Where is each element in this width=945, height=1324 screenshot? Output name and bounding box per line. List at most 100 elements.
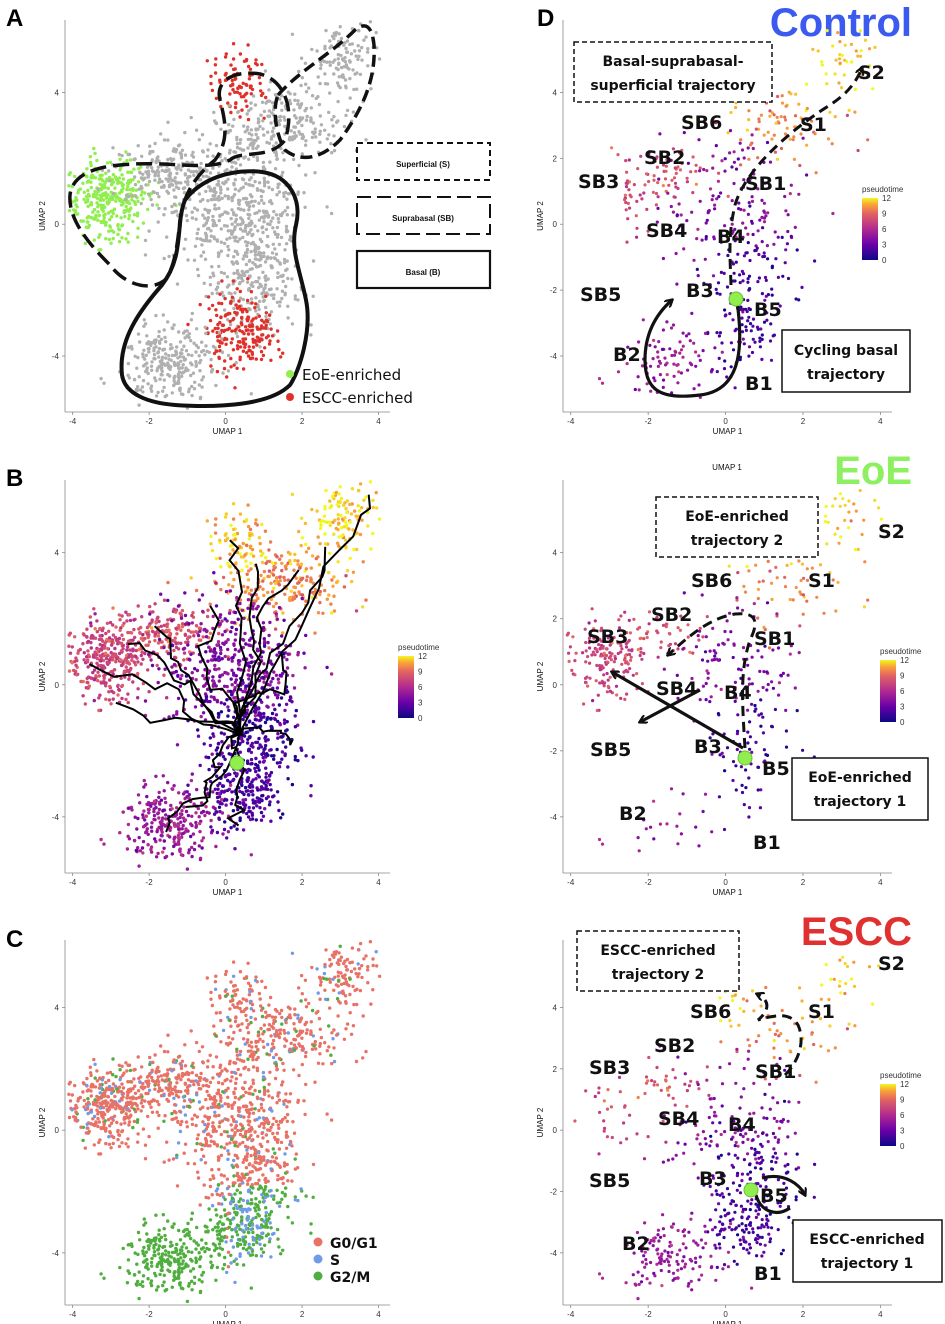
cell-point (282, 257, 287, 262)
cell-point (336, 560, 340, 564)
cell-point (178, 351, 183, 355)
cell-point (251, 337, 255, 341)
cell-point (111, 633, 116, 637)
panel-a-legend: EoE-enriched ESCC-enriched (286, 366, 413, 407)
cell-point (99, 1106, 103, 1110)
cell-point (68, 1099, 73, 1103)
cell-point (251, 284, 255, 289)
cell-point (292, 136, 297, 140)
cell-point (155, 1110, 159, 1114)
cell-point (108, 620, 113, 625)
cell-point (232, 715, 236, 719)
cell-point (254, 1039, 258, 1044)
cell-point (142, 785, 146, 789)
cell-point (296, 562, 300, 567)
cell-point (184, 366, 188, 370)
cell-point (215, 774, 219, 778)
cell-point (126, 630, 130, 635)
cell-point (260, 522, 264, 527)
cell-point (244, 789, 248, 793)
cell-point (262, 759, 266, 763)
cell-point (147, 350, 151, 354)
cell-point (345, 50, 349, 54)
cell-point (150, 203, 155, 207)
cell-point (226, 318, 230, 322)
cell-point (85, 1083, 89, 1088)
cell-point (153, 376, 157, 380)
cell-point (361, 1014, 365, 1018)
cell-point (102, 220, 106, 225)
cell-point (128, 668, 132, 672)
cell-point (318, 1052, 322, 1056)
cell-point (172, 1096, 176, 1101)
cell-point (249, 552, 253, 556)
cell-point (277, 304, 282, 308)
cell-point (278, 579, 282, 583)
cell-point (253, 306, 257, 310)
cell-point (268, 782, 272, 787)
cell-point (139, 201, 143, 206)
cell-point (246, 43, 250, 47)
cell-point (92, 1143, 97, 1147)
cell-point (305, 114, 309, 119)
cell-point (268, 800, 272, 804)
cell-point (348, 76, 352, 81)
cell-point (132, 1077, 136, 1081)
cell-point (254, 309, 258, 313)
cell-point (164, 817, 168, 821)
cell-point (285, 690, 290, 694)
cell-point (157, 1102, 161, 1107)
cell-point (247, 720, 251, 724)
cell-point (318, 1027, 322, 1032)
cell-point (328, 520, 332, 524)
cell-point (259, 357, 264, 362)
panel-b-points (67, 480, 382, 871)
cell-point (98, 193, 102, 197)
cell-point (259, 194, 264, 199)
cell-point (249, 561, 253, 565)
cell-point (131, 1095, 135, 1100)
cell-point (150, 360, 154, 364)
cell-point (321, 1062, 325, 1066)
cell-point (196, 633, 201, 638)
cell-point (166, 598, 170, 603)
cell-point (339, 526, 344, 530)
cell-point (172, 607, 176, 611)
cell-point (211, 626, 215, 631)
cell-point (196, 267, 200, 272)
cell-point (296, 581, 300, 585)
cell-point (250, 785, 255, 789)
cell-point (147, 1088, 152, 1093)
cell-point (261, 587, 265, 591)
cell-point (118, 168, 122, 172)
cell-point (221, 371, 225, 375)
cell-point (124, 204, 128, 209)
cell-point (247, 809, 251, 813)
cell-point (293, 294, 297, 298)
cell-point (143, 699, 148, 703)
cell-point (161, 347, 165, 352)
cell-point (127, 677, 131, 681)
cell-point (313, 631, 317, 635)
cell-point (146, 347, 151, 351)
cell-point (214, 207, 218, 211)
cell-point (214, 383, 218, 388)
x-tick-label: 2 (300, 878, 305, 887)
cell-point (268, 99, 272, 103)
cell-point (132, 1107, 136, 1111)
cell-point (223, 73, 227, 77)
cell-point (147, 192, 151, 196)
cell-point (227, 772, 231, 776)
y-tick-label: 0 (55, 681, 60, 690)
cell-point (249, 249, 253, 254)
cell-point (84, 1102, 89, 1106)
cell-point (145, 366, 149, 370)
cell-point (282, 718, 287, 722)
cell-point (121, 183, 126, 187)
cell-point (272, 296, 276, 301)
cell-point (330, 118, 334, 122)
cell-point (100, 206, 104, 210)
cell-point (75, 212, 79, 216)
cell-point (200, 340, 204, 344)
cell-point (336, 57, 340, 61)
